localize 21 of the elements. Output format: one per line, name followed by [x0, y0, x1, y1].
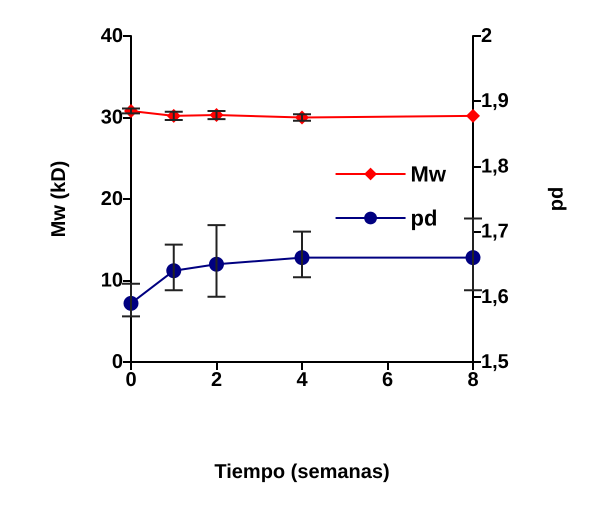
y2-tick-label: 1,7	[481, 220, 509, 243]
x-tick-label: 4	[296, 369, 308, 391]
y2-tick-label: 1,6	[481, 286, 509, 308]
x-tick-label: 0	[125, 369, 137, 391]
legend-label: pd	[410, 206, 438, 230]
y2-tick-label: 2	[481, 25, 492, 47]
x-tick-label: 6	[382, 369, 394, 391]
y-tick-label: 0	[112, 351, 123, 373]
x-tick-label: 8	[467, 369, 479, 391]
y-tick-label: 40	[100, 25, 123, 47]
y-tick-label: 10	[100, 270, 123, 292]
y2-tick-label: 1,5	[481, 351, 509, 373]
y-tick-label: 30	[100, 106, 123, 128]
y-axis-title: Mw (kD)	[48, 160, 70, 238]
x-axis-title: Tiempo (semanas)	[214, 461, 390, 483]
y2-tick-label: 1,9	[481, 90, 509, 112]
x-tick-label: 2	[210, 369, 222, 391]
y-tick-label: 20	[100, 188, 123, 210]
y2-tick-label: 1,8	[481, 155, 509, 178]
legend-label: Mw	[410, 162, 447, 186]
y2-axis-title: pd	[547, 186, 569, 212]
